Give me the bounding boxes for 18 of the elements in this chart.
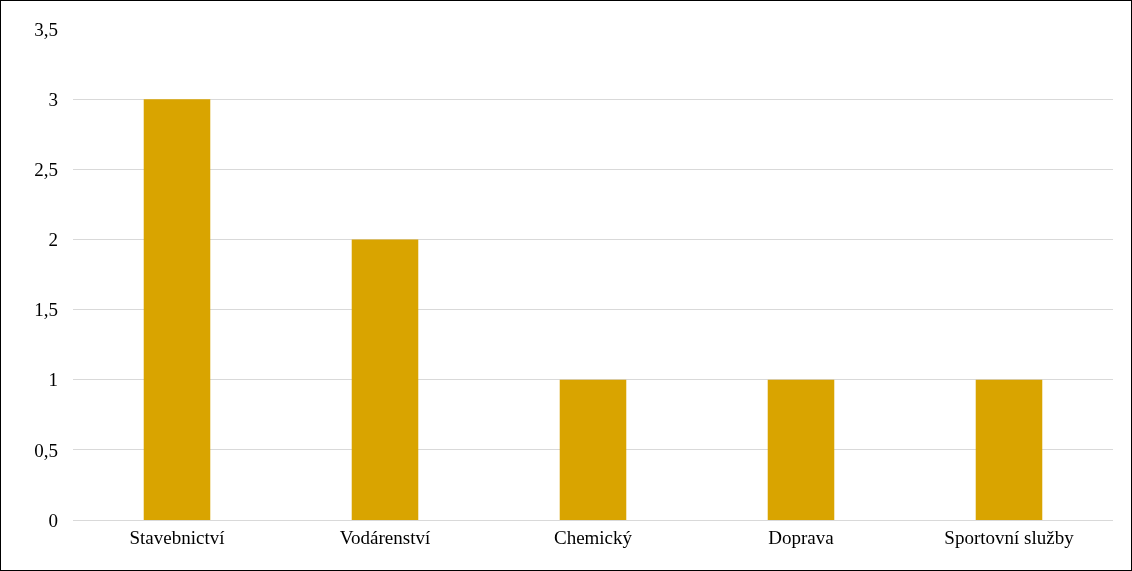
y-tick-label: 1,5: [34, 299, 58, 321]
bar: [975, 379, 1043, 520]
bar: [351, 239, 419, 520]
x-tick-label: Vodárenství: [339, 526, 431, 548]
y-tick-label: 3: [48, 88, 58, 110]
bar: [767, 379, 835, 520]
y-tick-label: 2,5: [34, 158, 58, 180]
bar: [143, 99, 211, 520]
x-tick-label: Sportovní služby: [944, 526, 1075, 548]
x-tick-label: Stavebnictví: [129, 526, 226, 548]
y-tick-label: 0,5: [34, 439, 58, 461]
x-tick-label: Chemický: [553, 526, 633, 548]
x-tick-label: Doprava: [768, 526, 835, 548]
y-tick-label: 0: [48, 509, 58, 531]
y-tick-label: 1: [48, 369, 58, 391]
bar: [559, 379, 627, 520]
y-tick-label: 2: [48, 229, 58, 251]
y-tick-label: 3,5: [34, 18, 58, 40]
